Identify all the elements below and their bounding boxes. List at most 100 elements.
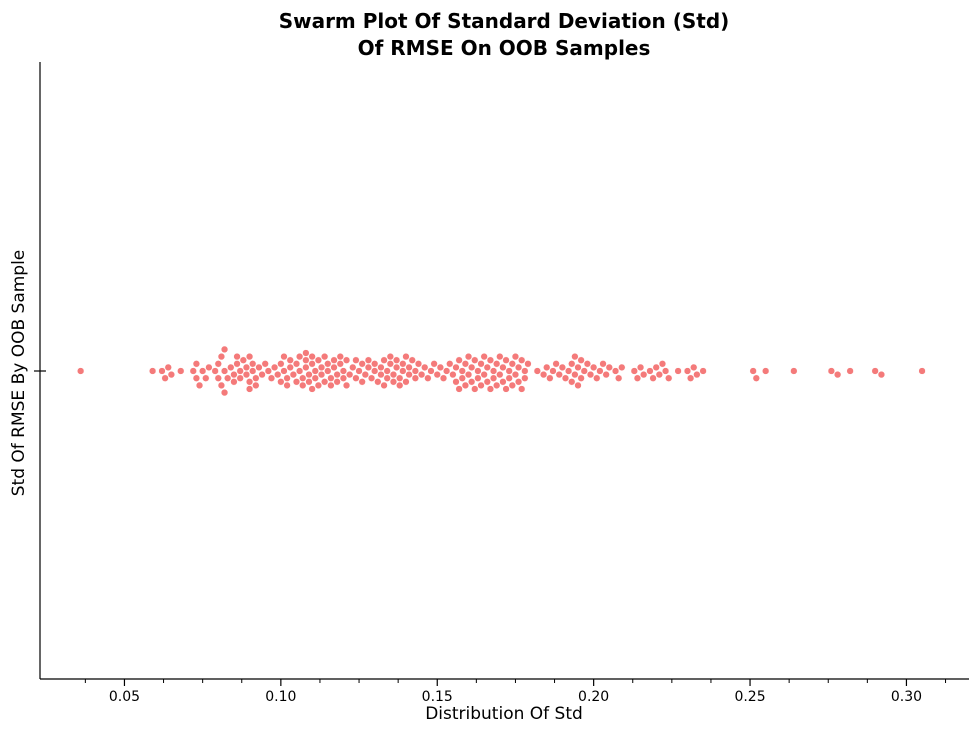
data-point — [658, 360, 667, 368]
data-point — [449, 370, 457, 379]
data-point — [596, 367, 604, 375]
data-point — [661, 367, 670, 375]
data-point — [236, 374, 244, 382]
data-point — [674, 367, 682, 375]
x-tick-label: 0.05 — [109, 689, 140, 705]
chart-title-line-2: Of RMSE On OOB Samples — [358, 36, 651, 60]
data-point — [220, 367, 229, 375]
data-point — [389, 378, 398, 386]
data-point — [543, 363, 551, 372]
data-point — [214, 360, 222, 368]
data-point — [333, 378, 341, 386]
data-point — [580, 367, 588, 375]
data-point — [264, 367, 272, 375]
data-point — [649, 374, 657, 382]
data-point — [640, 370, 648, 379]
data-point — [299, 374, 307, 382]
data-point — [233, 352, 241, 361]
data-point — [439, 374, 448, 382]
data-point — [461, 360, 470, 368]
data-point — [302, 356, 310, 364]
data-point — [392, 356, 401, 364]
data-point — [396, 374, 404, 382]
data-point — [249, 360, 257, 368]
data-point — [511, 370, 520, 379]
data-point — [342, 381, 351, 390]
data-point — [474, 374, 482, 382]
data-point — [499, 363, 507, 372]
data-point — [483, 363, 491, 372]
data-point — [367, 374, 376, 382]
data-point — [314, 381, 323, 390]
data-point — [324, 367, 332, 375]
data-point — [442, 367, 451, 375]
data-point — [433, 370, 441, 379]
data-point — [349, 363, 357, 372]
data-point — [471, 356, 479, 364]
data-point — [762, 367, 770, 375]
data-point — [514, 363, 523, 372]
data-point — [518, 356, 526, 364]
data-point — [630, 367, 638, 375]
data-point — [471, 385, 479, 393]
data-point — [690, 363, 698, 372]
data-point — [302, 349, 310, 357]
data-point — [405, 370, 413, 379]
data-point — [230, 370, 238, 379]
data-point — [371, 360, 379, 368]
data-point — [539, 370, 548, 379]
data-point — [252, 374, 260, 382]
data-point — [245, 352, 254, 361]
data-point — [358, 378, 366, 386]
data-point — [846, 367, 854, 375]
data-point — [199, 367, 207, 375]
data-point — [330, 363, 338, 372]
data-point — [486, 356, 495, 364]
data-point — [518, 385, 526, 393]
data-point — [749, 367, 757, 375]
data-point — [574, 381, 582, 390]
data-point — [189, 367, 197, 375]
data-point — [280, 352, 288, 361]
data-point — [496, 370, 504, 379]
data-point — [277, 360, 285, 368]
data-point — [564, 367, 573, 375]
data-point — [249, 367, 257, 375]
data-point — [333, 370, 341, 379]
data-point — [458, 367, 466, 375]
x-tick-label: 0.10 — [265, 689, 296, 705]
data-point — [195, 381, 204, 390]
data-point — [421, 363, 429, 372]
data-point — [217, 352, 226, 361]
data-point — [436, 363, 445, 372]
data-point — [292, 360, 301, 368]
data-point — [455, 356, 463, 364]
data-point — [227, 363, 235, 372]
data-point — [468, 378, 476, 386]
data-point — [317, 363, 326, 372]
data-point — [602, 370, 610, 379]
data-point — [474, 367, 482, 375]
data-point — [686, 374, 695, 382]
data-point — [489, 367, 498, 375]
data-point — [358, 360, 366, 368]
data-point — [352, 374, 360, 382]
data-point — [164, 363, 172, 372]
data-point — [411, 367, 420, 375]
data-point — [486, 385, 495, 393]
data-point — [330, 356, 338, 364]
data-point — [361, 370, 369, 379]
data-point — [317, 370, 326, 379]
data-point — [571, 352, 579, 361]
data-point — [274, 370, 282, 379]
data-point — [386, 352, 394, 361]
data-point — [446, 360, 454, 368]
data-point — [827, 367, 836, 375]
data-point — [752, 374, 760, 382]
data-point — [790, 367, 798, 375]
data-point — [302, 363, 310, 372]
data-point — [574, 363, 582, 372]
x-tick-label: 0.15 — [422, 689, 453, 705]
data-point — [217, 381, 226, 390]
data-point — [320, 352, 329, 361]
